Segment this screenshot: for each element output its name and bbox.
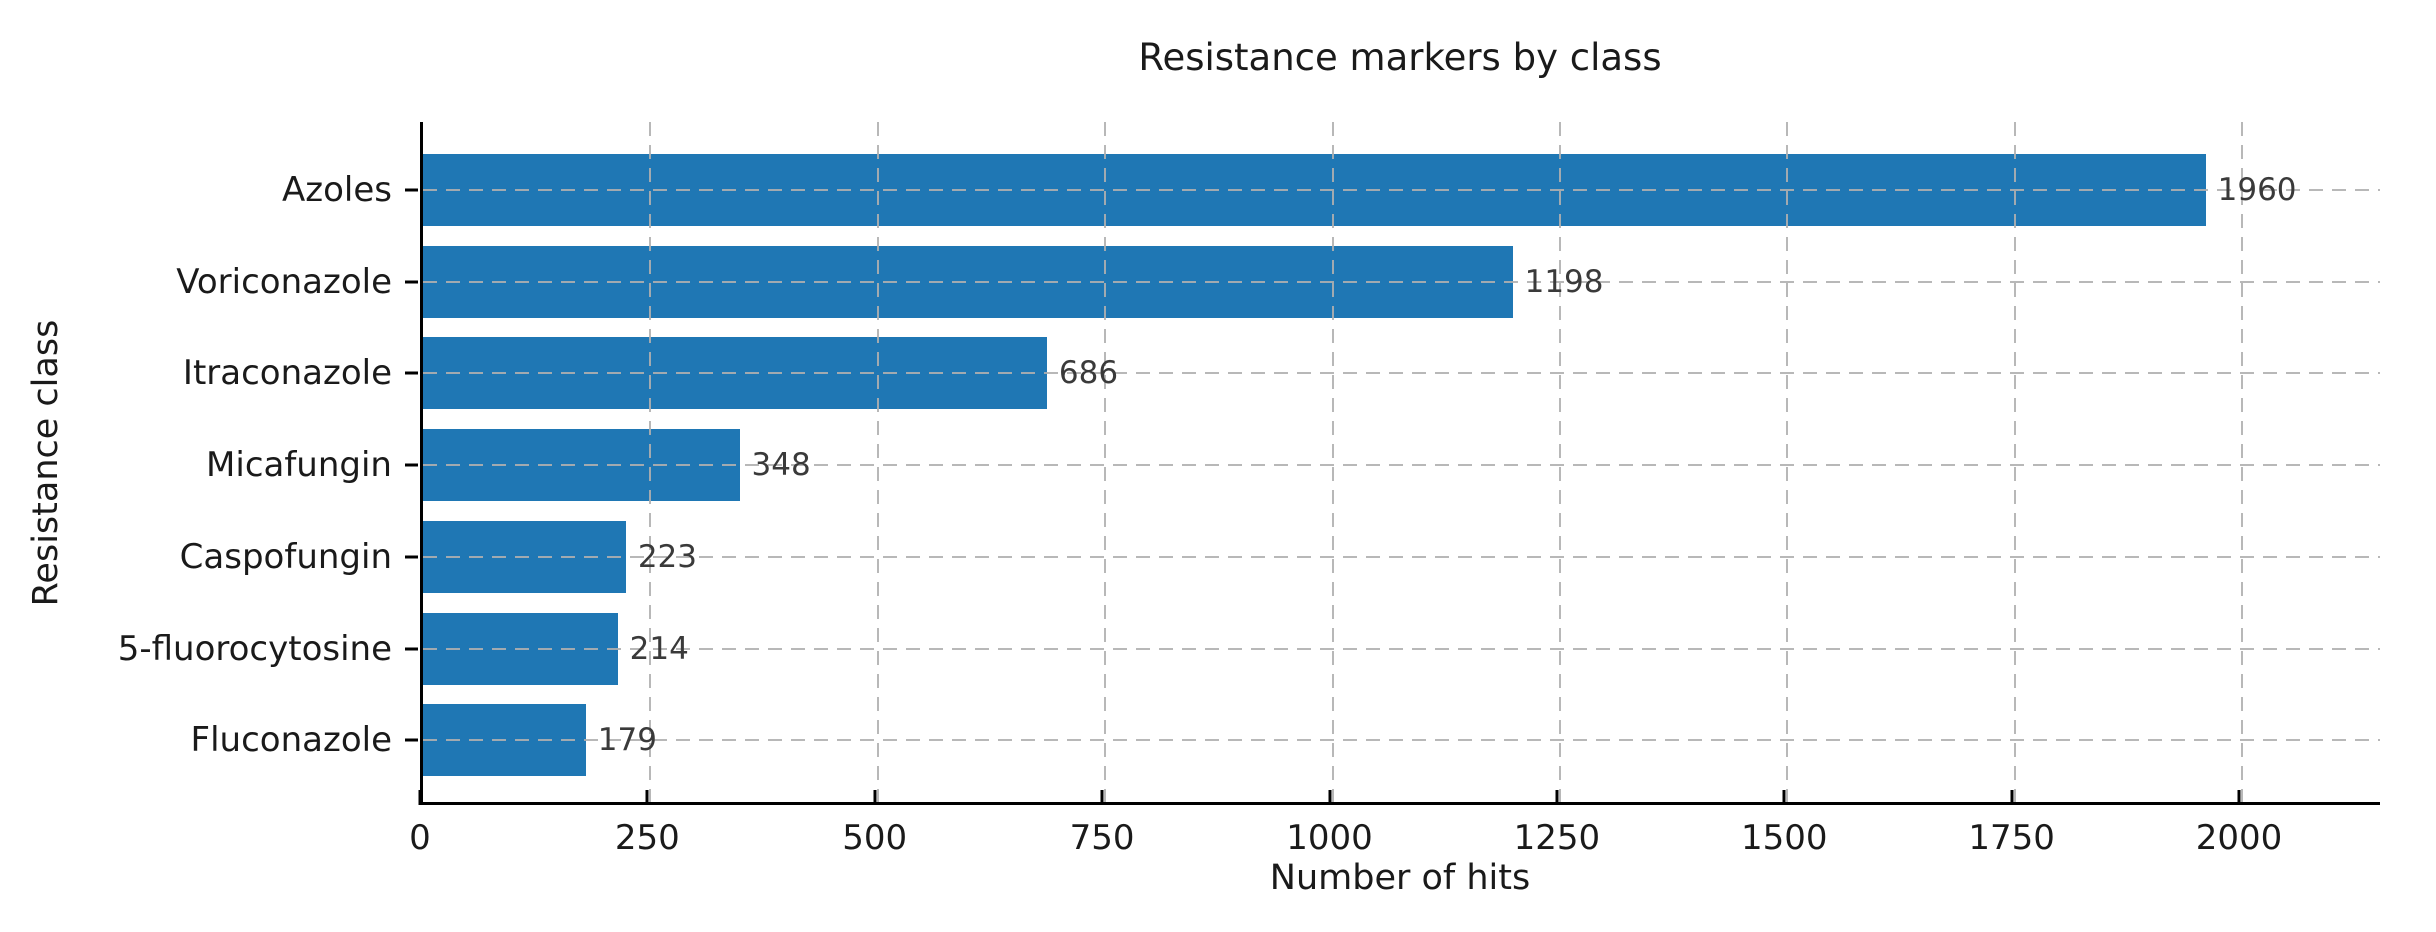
x-tick-mark: [1328, 790, 1331, 805]
gridline-horizontal: [423, 280, 2380, 283]
y-tick-label: 5-fluorocytosine: [117, 628, 392, 669]
y-tick-label: Voriconazole: [176, 261, 392, 302]
x-tick-mark: [1782, 790, 1786, 805]
y-tick-label: Caspofungin: [179, 536, 392, 577]
x-tick-mark: [1100, 790, 1104, 805]
gridline-vertical: [2013, 122, 2016, 802]
x-tick-mark: [2010, 790, 2014, 805]
x-tick-label: 1000: [1286, 818, 1373, 858]
y-tick-mark: [405, 188, 418, 192]
gridline-horizontal: [423, 555, 2380, 558]
gridline-vertical: [1558, 122, 1561, 802]
bar-value-label: 348: [751, 447, 811, 484]
x-tick-mark: [645, 790, 649, 805]
x-tick-mark: [2237, 790, 2241, 805]
y-tick-mark: [405, 647, 418, 650]
gridline-vertical: [2241, 122, 2244, 802]
y-tick-label: Itraconazole: [182, 353, 392, 394]
gridline-vertical: [1331, 122, 1334, 802]
x-tick-label: 500: [842, 818, 908, 858]
y-tick-mark: [405, 555, 418, 559]
y-tick-mark: [405, 371, 418, 375]
bar-value-label: 1960: [2217, 172, 2297, 208]
gridline-horizontal: [423, 739, 2380, 742]
y-tick-mark: [405, 738, 418, 742]
x-axis-title: Number of hits: [1269, 858, 1531, 898]
x-tick-label: 0: [409, 818, 431, 858]
bar-value-label: 214: [629, 630, 689, 667]
gridline-vertical: [1786, 122, 1789, 802]
x-tick-label: 1250: [1513, 818, 1601, 858]
y-tick-mark: [405, 463, 418, 467]
y-tick-label: Fluconazole: [190, 720, 392, 761]
x-tick-label: 2000: [2195, 818, 2283, 858]
gridline-horizontal: [423, 372, 2380, 375]
gridline-vertical: [876, 122, 879, 802]
x-tick-label: 750: [1069, 818, 1135, 858]
gridline-horizontal: [423, 189, 2380, 191]
x-tick-label: 250: [614, 818, 680, 858]
y-tick-label: Azoles: [282, 170, 392, 210]
y-tick-label: Micafungin: [206, 445, 392, 486]
bar-value-label: 686: [1058, 355, 1119, 392]
x-tick-mark: [1555, 790, 1559, 805]
y-tick-mark: [405, 280, 418, 284]
bar-value-label: 1198: [1524, 263, 1604, 300]
bar-value-label: 179: [597, 722, 657, 759]
gridline-vertical: [1104, 122, 1107, 802]
gridline-vertical: [649, 122, 652, 802]
x-tick-mark: [418, 790, 422, 805]
x-tick-mark: [873, 790, 877, 805]
gridline-horizontal: [423, 647, 2380, 650]
chart-title: Resistance markers by class: [1138, 36, 1662, 79]
gridline-horizontal: [423, 464, 2380, 467]
x-tick-label: 1750: [1968, 818, 2055, 858]
plot-area: 1960 1198 686 348 223 214 179: [420, 122, 2380, 805]
x-tick-label: 1500: [1741, 818, 1828, 858]
bar-value-label: 223: [637, 538, 697, 575]
